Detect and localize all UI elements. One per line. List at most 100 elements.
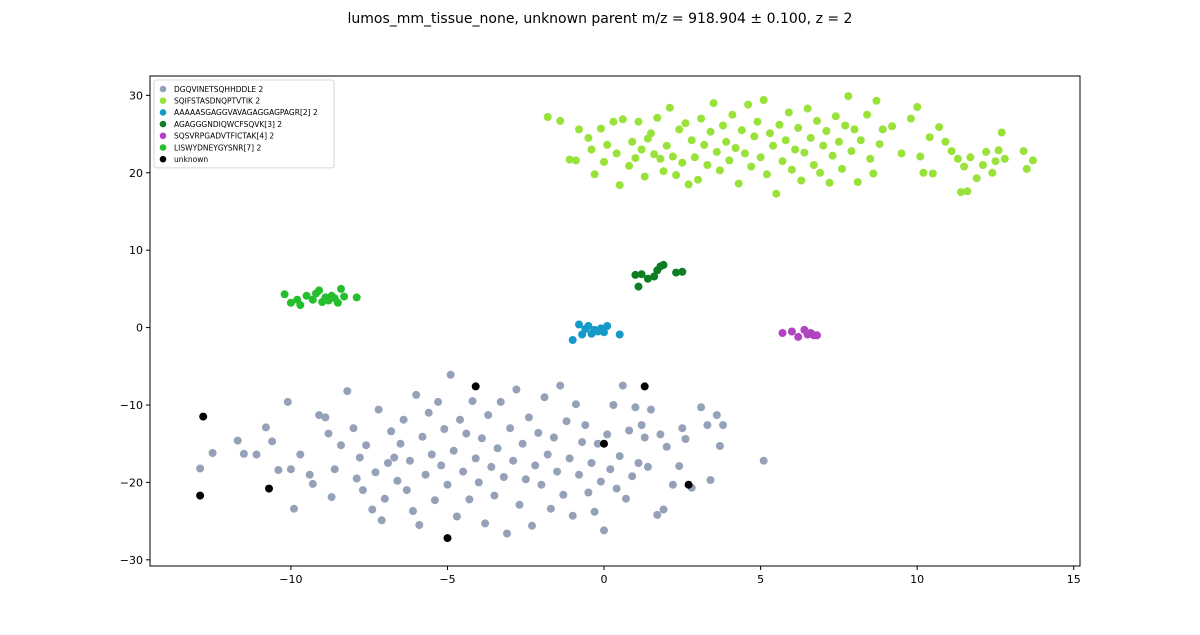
data-point (568, 336, 577, 344)
data-point (647, 129, 655, 138)
data-point (637, 270, 646, 279)
data-point (687, 136, 696, 145)
data-point (809, 161, 818, 169)
data-point (196, 464, 205, 473)
data-point (916, 152, 925, 161)
data-point (1029, 156, 1037, 165)
x-tick-label: 15 (1067, 573, 1081, 586)
data-point (390, 453, 399, 462)
data-point (1022, 164, 1031, 173)
y-tick-label: 20 (129, 167, 143, 180)
data-point (631, 154, 640, 163)
x-tick-label: −10 (279, 573, 302, 586)
data-point (1019, 147, 1028, 156)
data-point (446, 370, 455, 379)
data-point (762, 170, 771, 179)
data-point (330, 465, 339, 474)
data-point (405, 456, 414, 465)
data-point (286, 465, 295, 474)
data-point (650, 272, 659, 281)
data-point (196, 491, 205, 500)
data-point (377, 516, 386, 525)
data-point (402, 486, 411, 495)
data-point (615, 330, 624, 339)
data-point (443, 480, 452, 489)
data-point (766, 129, 774, 138)
data-point (490, 491, 499, 500)
data-point (471, 454, 480, 463)
data-point (816, 168, 825, 177)
data-point (618, 115, 627, 124)
data-point (600, 328, 608, 337)
data-point (787, 165, 796, 174)
data-point (928, 169, 937, 178)
data-point (274, 466, 283, 474)
data-point (640, 172, 649, 181)
data-point (678, 158, 687, 167)
data-point (443, 534, 452, 543)
x-tick-label: 5 (757, 573, 764, 586)
data-point (972, 174, 981, 183)
data-point (769, 141, 778, 150)
legend-entry: LISWYDNEYGYSNR[7] 2 (174, 143, 261, 152)
data-point (409, 507, 417, 515)
data-point (634, 282, 643, 291)
data-point (477, 434, 486, 443)
x-tick-label: 0 (601, 573, 608, 586)
data-point (474, 478, 483, 487)
data-point (675, 125, 684, 134)
data-point (468, 397, 477, 406)
data-point (869, 169, 878, 178)
data-point (575, 125, 583, 134)
data-point (452, 512, 461, 521)
data-point (512, 385, 521, 394)
data-point (1000, 154, 1009, 163)
data-point (618, 381, 627, 390)
data-point (333, 298, 342, 307)
legend-marker (159, 155, 167, 163)
data-point (352, 293, 361, 302)
legend-marker (159, 120, 167, 128)
data-point (543, 450, 552, 459)
data-point (208, 449, 217, 457)
data-point (499, 473, 508, 481)
data-point (337, 441, 345, 450)
plot-frame (149, 75, 1081, 567)
data-point (308, 479, 317, 488)
data-point (659, 167, 668, 176)
data-point (784, 108, 793, 117)
data-point (634, 117, 643, 126)
data-point (703, 161, 712, 169)
data-point (578, 438, 587, 447)
data-point (637, 421, 646, 430)
data-point (775, 120, 784, 129)
data-point (590, 170, 599, 179)
data-point (947, 147, 956, 156)
data-point (963, 187, 972, 196)
data-point (374, 405, 383, 414)
data-point (662, 141, 671, 150)
data-point (734, 179, 743, 188)
data-point (643, 462, 652, 471)
data-point (540, 393, 549, 402)
data-point (362, 441, 371, 450)
legend-entry: AAAAASGAGGVAVAGAGGAGPAGR[2] 2 (174, 108, 318, 117)
data-point (412, 390, 421, 399)
data-point (352, 474, 361, 483)
y-tick-label: −20 (120, 476, 143, 489)
data-point (424, 408, 433, 417)
data-point (593, 439, 602, 448)
data-point (653, 510, 662, 519)
data-point (656, 154, 665, 163)
data-point (615, 452, 624, 461)
data-point (668, 480, 677, 489)
data-point (681, 435, 690, 443)
data-point (565, 155, 574, 164)
data-point (740, 149, 749, 158)
data-point (396, 439, 405, 448)
data-point (399, 415, 408, 424)
data-point (528, 521, 536, 530)
data-point (640, 382, 649, 391)
data-point (296, 450, 305, 459)
